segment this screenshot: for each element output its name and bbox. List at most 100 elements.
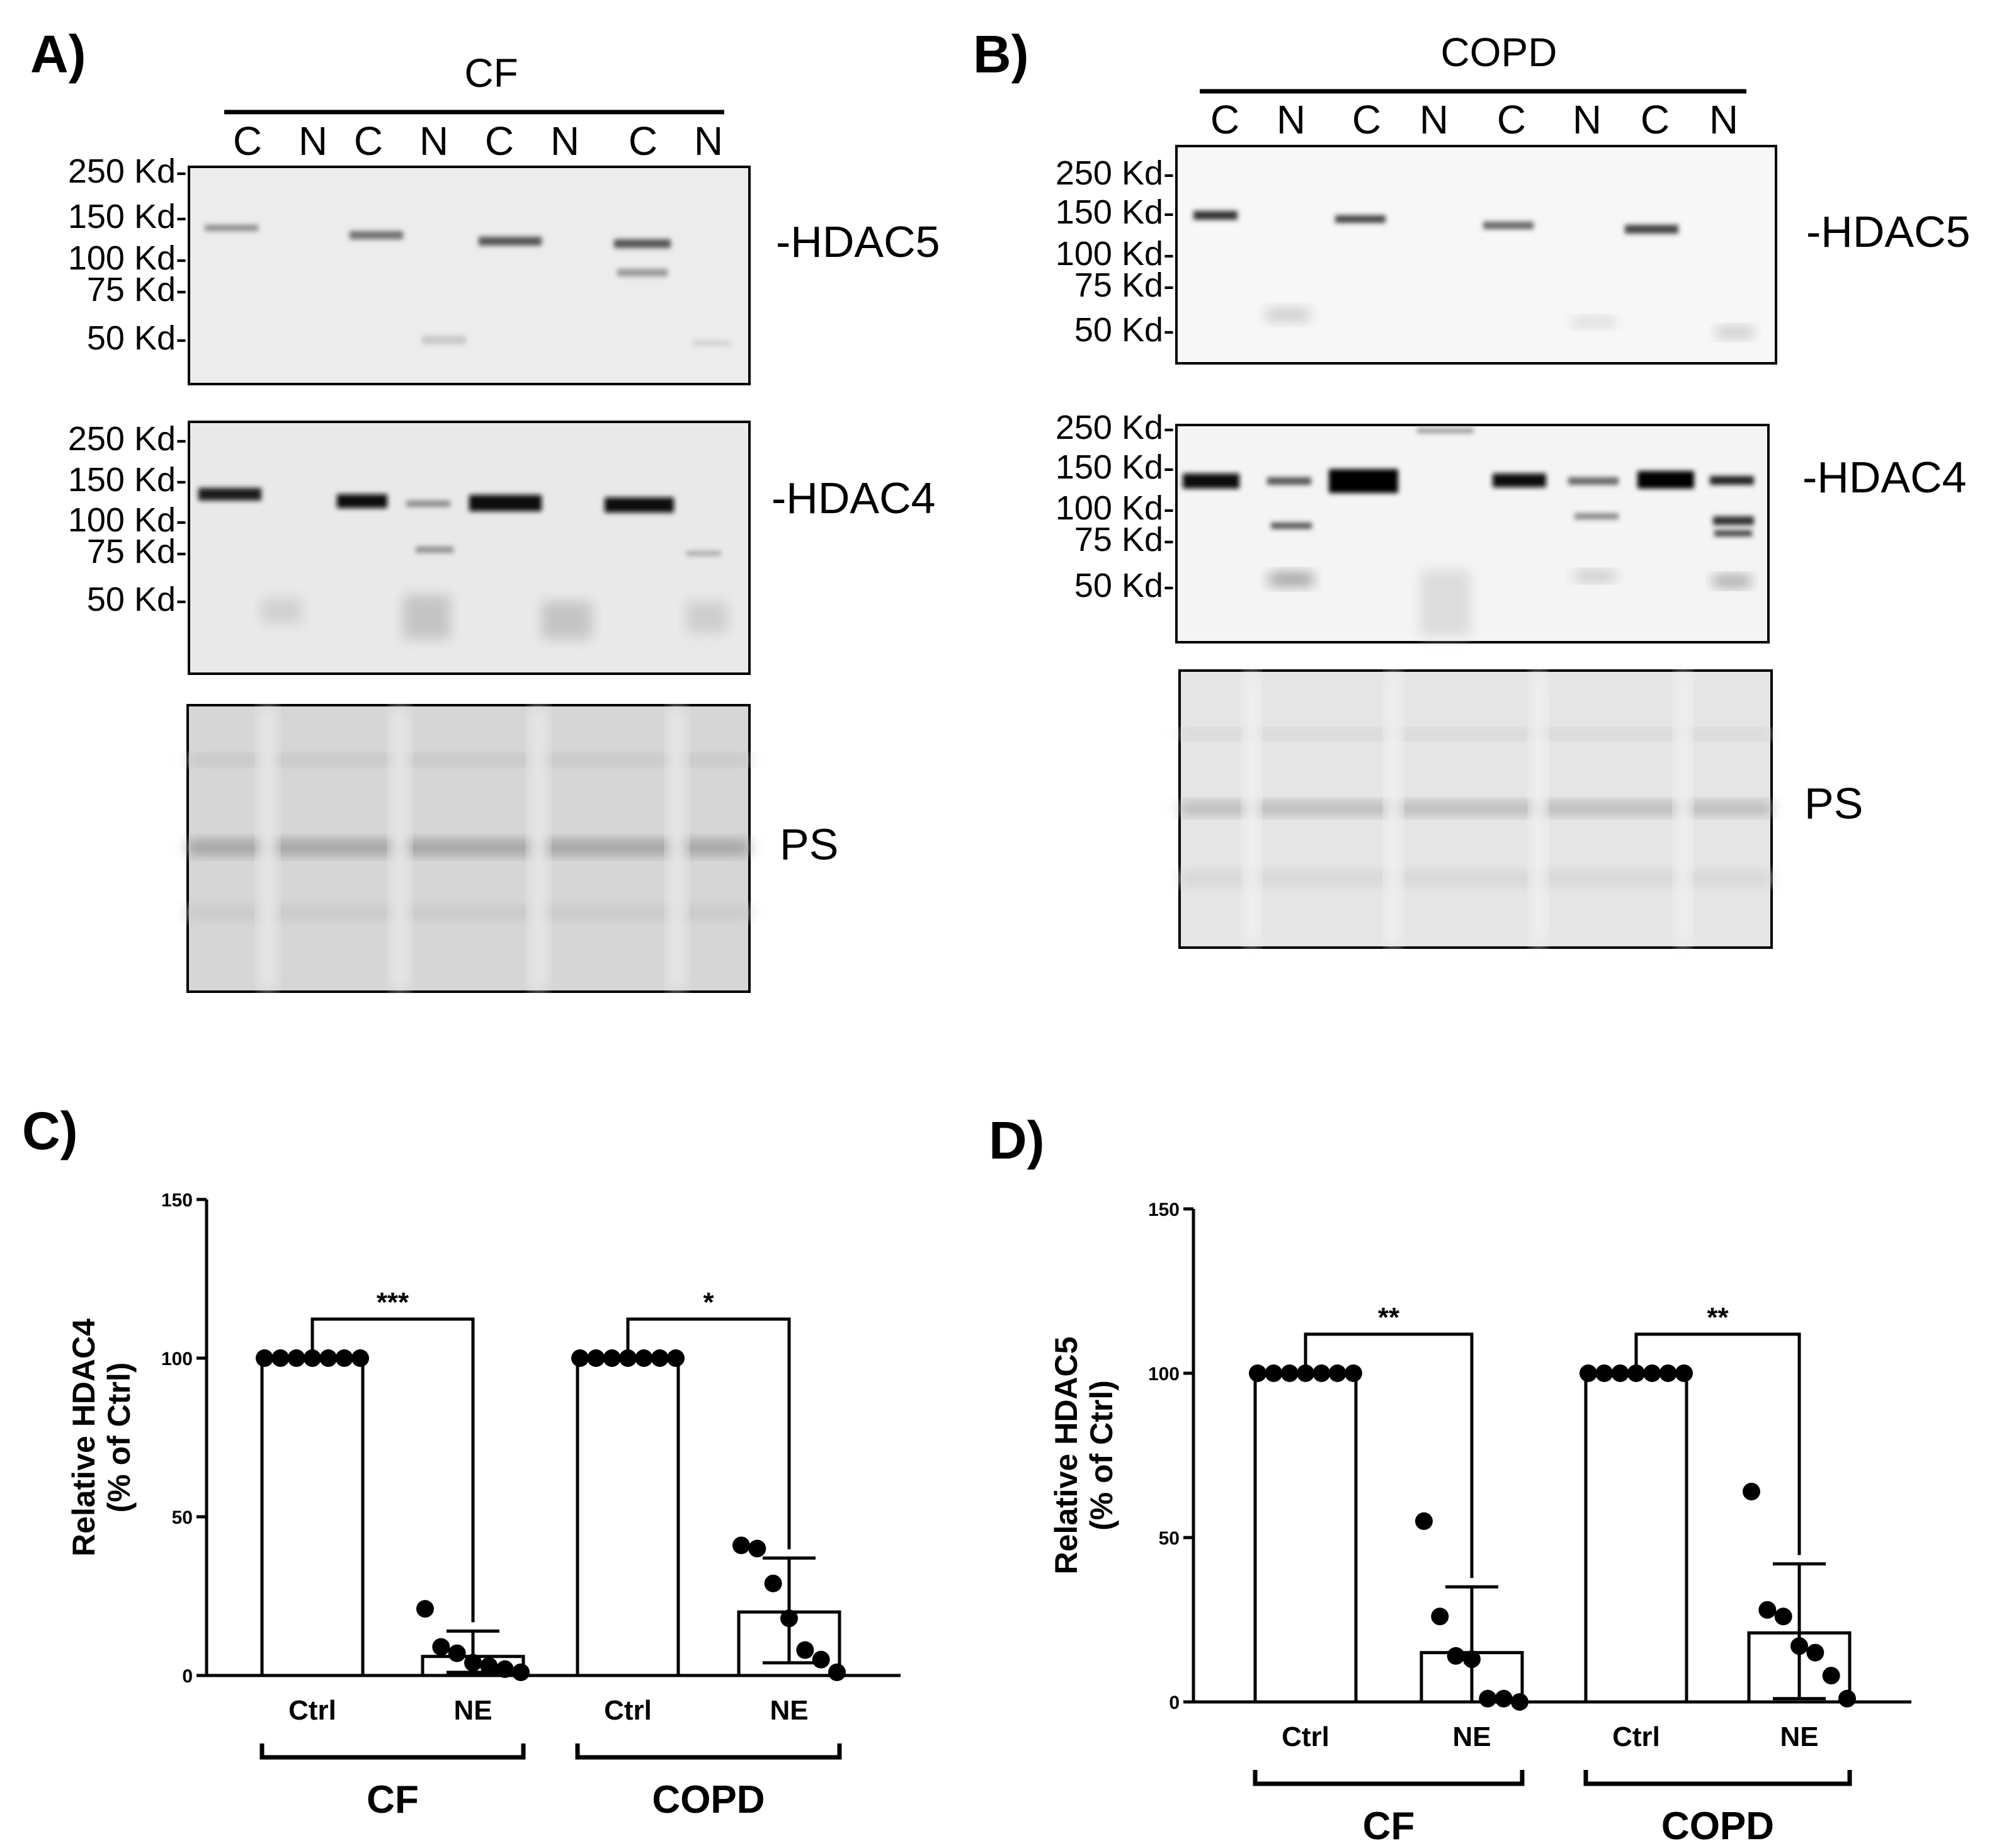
group-bracket — [1583, 1770, 1852, 1786]
panel-b-hdac4-marker-1: 250 Kd- — [1056, 409, 1175, 446]
panel-a-hdac4-marker-5: 50 Kd- — [87, 581, 187, 618]
panel-b-hdac5-marker-2: 150 Kd- — [1056, 193, 1175, 231]
panel-b-hdac5-blot — [1175, 145, 1777, 365]
bar-ctrl-3 — [1584, 1371, 1688, 1704]
y-tick-label: 100 — [161, 1349, 193, 1369]
panel-b-hdac4-marker-3: 100 Kd- — [1056, 489, 1175, 527]
data-point — [1280, 1364, 1299, 1382]
panel-b-lane-label-6: N — [1573, 97, 1602, 142]
panel-a-letter: A) — [30, 25, 86, 84]
y-tick-label: 0 — [1169, 1692, 1180, 1713]
data-point — [512, 1663, 530, 1681]
data-point — [1643, 1364, 1661, 1382]
panel-a-lane-label-5: C — [485, 118, 514, 164]
data-point — [635, 1349, 653, 1367]
panel-b-lane-label-4: N — [1420, 97, 1448, 142]
panel-a-lane-label-4: N — [419, 118, 448, 164]
panel-a-lane-label-6: N — [550, 118, 579, 164]
data-point — [587, 1349, 605, 1367]
panel-b-lane-label-1: C — [1210, 97, 1239, 142]
panel-b-lane-label-2: N — [1277, 97, 1306, 142]
significance-label: *** — [377, 1287, 409, 1318]
significance-bracket — [310, 1317, 475, 1623]
data-point — [1774, 1607, 1792, 1626]
panel-a-hdac4-marker-3: 100 Kd- — [68, 501, 187, 539]
panel-b-group-label: COPD — [1441, 30, 1557, 75]
data-point — [1494, 1689, 1513, 1708]
panel-a-lane-label-3: C — [354, 118, 383, 164]
data-point — [651, 1349, 669, 1367]
panel-b-hdac4-markers: 250 Kd-150 Kd-100 Kd-75 Kd- 50 Kd- — [1056, 409, 1175, 604]
panel-a-group-label: CF — [464, 50, 518, 96]
group-label-copd: COPD — [1661, 1805, 1774, 1848]
data-point — [1345, 1364, 1362, 1382]
data-point — [1479, 1689, 1497, 1708]
data-point — [432, 1638, 450, 1656]
data-point — [619, 1349, 637, 1367]
data-point — [1249, 1364, 1266, 1382]
panel-a-hdac4-marker-4: 75 Kd- — [87, 533, 187, 570]
y-tick-label: 150 — [1148, 1199, 1180, 1220]
bar-ctrl-1 — [1253, 1371, 1358, 1704]
data-point — [812, 1650, 830, 1669]
panel-a-hdac5-marker-5: 50 Kd- — [87, 319, 187, 357]
group-label-copd: COPD — [652, 1778, 765, 1822]
panel-a-lane-label-2: N — [299, 118, 327, 164]
panel-b-hdac5-marker-4: 75 Kd- — [1074, 266, 1175, 304]
x-category-label: NE — [453, 1695, 492, 1726]
panel-a-hdac5-marker-4: 75 Kd- — [87, 271, 187, 309]
data-point — [319, 1349, 338, 1367]
y-axis-title-line: Relative HDAC5 — [1049, 1337, 1084, 1575]
data-point — [796, 1641, 814, 1659]
panel-b-hdac5-marker-5: 50 Kd- — [1074, 311, 1175, 349]
data-point — [603, 1349, 621, 1367]
data-point — [464, 1653, 482, 1672]
significance-label: * — [703, 1287, 714, 1318]
group-bracket — [1253, 1770, 1525, 1786]
panel-a-hdac4-label: -HDAC4 — [771, 473, 936, 523]
data-point — [667, 1349, 685, 1367]
panel-c-chart: 0 50 100 150 Relative HDAC4(% of Ctrl) Ctrl NE… — [66, 1190, 901, 1822]
x-category-label: Ctrl — [1282, 1721, 1329, 1752]
panel-b-hdac5-marker-3: 100 Kd- — [1056, 235, 1175, 273]
panel-b-hdac5-marker-1: 250 Kd- — [1056, 154, 1175, 192]
group-label-cf: CF — [367, 1778, 419, 1822]
panel-b-hdac4-marker-4: 75 Kd- — [1074, 521, 1175, 558]
y-axis-title: Relative HDAC5(% of Ctrl) — [1049, 1337, 1119, 1575]
x-category-label: Ctrl — [288, 1695, 336, 1726]
panel-a-ps-label: PS — [780, 820, 838, 869]
y-axis-title-line: (% of Ctrl) — [101, 1363, 137, 1513]
panel-b-hdac5-label: -HDAC5 — [1806, 207, 1971, 256]
y-tick-label: 50 — [1159, 1528, 1180, 1549]
data-point — [271, 1349, 290, 1367]
data-point — [448, 1644, 466, 1662]
panel-a-hdac4-marker-2: 150 Kd- — [68, 461, 187, 499]
panel-b-hdac4-label: -HDAC4 — [1802, 453, 1967, 502]
panel-b-letter: B) — [973, 25, 1029, 84]
data-point — [1790, 1637, 1808, 1655]
data-point — [416, 1600, 434, 1618]
y-axis-title-line: (% of Ctrl) — [1084, 1380, 1119, 1531]
panel-a-hdac4-blot — [188, 421, 751, 675]
panel-b-hdac5-markers: 250 Kd-150 Kd- 100 Kd-75 Kd- 50 Kd- — [1056, 154, 1175, 349]
y-tick-label: 150 — [161, 1190, 193, 1211]
bar-ctrl-3 — [576, 1356, 680, 1677]
data-point — [1822, 1667, 1840, 1685]
data-point — [287, 1349, 305, 1367]
data-point — [1415, 1512, 1433, 1530]
panel-b-hdac4-marker-5: 50 Kd- — [1074, 567, 1175, 604]
panel-a-ps-blot — [186, 704, 751, 993]
panel-d-chart: 0 50 100 150 Relative HDAC5(% of Ctrl) Ctrl NE… — [1049, 1199, 1911, 1848]
data-point — [1297, 1364, 1314, 1382]
bar-ctrl-1 — [260, 1356, 365, 1677]
data-point — [1758, 1601, 1777, 1619]
panel-b-hdac4-marker-2: 150 Kd- — [1056, 448, 1175, 486]
panel-b-lane-label-5: C — [1497, 97, 1526, 142]
panel-b-hdac4-blot — [1175, 424, 1770, 643]
panel-a-lane-label-1: C — [233, 118, 262, 164]
group-label-cf: CF — [1363, 1805, 1415, 1848]
